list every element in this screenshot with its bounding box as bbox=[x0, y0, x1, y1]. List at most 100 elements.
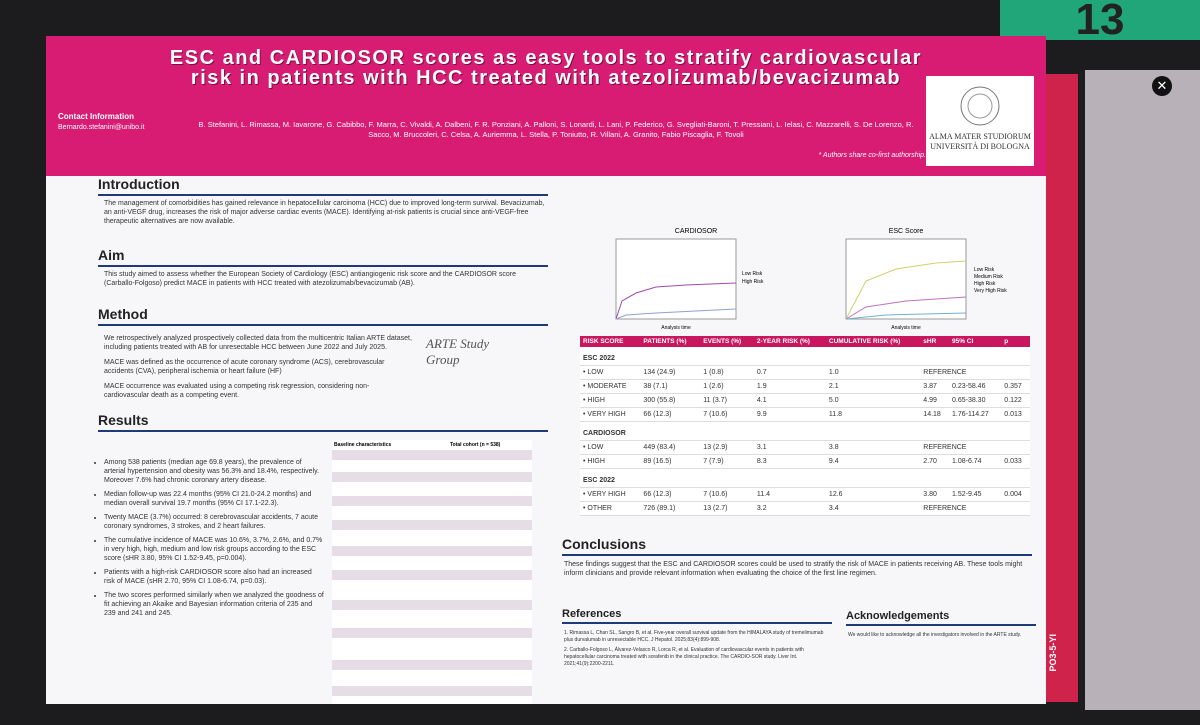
table-cell: 13 (2.9) bbox=[700, 440, 754, 455]
table-cell: • VERY HIGH bbox=[580, 407, 641, 422]
section-text: We retrospectively analyzed prospectivel… bbox=[104, 334, 414, 400]
column-header: p bbox=[1001, 336, 1030, 347]
curve bbox=[845, 260, 967, 320]
plot-area bbox=[615, 238, 737, 320]
column-header: PATIENTS (%) bbox=[640, 336, 701, 347]
table-cell: 3.2 bbox=[753, 501, 826, 516]
table-cell: 13 (2.7) bbox=[700, 501, 754, 516]
section-heading: Method bbox=[98, 306, 548, 326]
table-cell: 2.1 bbox=[825, 379, 921, 394]
column-header: CUMULATIVE RISK (%) bbox=[825, 336, 921, 347]
table-cell: 9.4 bbox=[825, 454, 921, 469]
x-axis-label: Analysis time bbox=[891, 325, 921, 331]
table-cell: 8.3 bbox=[753, 454, 826, 469]
paragraph: We retrospectively analyzed prospectivel… bbox=[104, 335, 412, 351]
table-cell: 14.18 bbox=[920, 407, 949, 422]
table-cell: 1.0 bbox=[825, 365, 921, 380]
group-row: CARDIOSOR bbox=[580, 421, 1030, 441]
legend-entry: Medium Risk bbox=[974, 274, 1003, 280]
author-note: * Authors share co-first authorship. bbox=[818, 152, 926, 159]
table-cell: 0.23-58.46 bbox=[948, 379, 1002, 394]
table-cell: 3.80 bbox=[920, 487, 949, 502]
paragraph: MACE occurrence was evaluated using a co… bbox=[104, 383, 370, 399]
baseline-table: Baseline characteristics Total cohort (n… bbox=[332, 440, 532, 704]
table-cell: 7 (10.6) bbox=[700, 407, 754, 422]
reference: 2. Carballo-Folgoso L, Álvarez-Velasco R… bbox=[564, 647, 804, 667]
close-button[interactable]: ✕ bbox=[1152, 76, 1172, 96]
table-cell: REFERENCE bbox=[920, 365, 1030, 380]
table-cell: 726 (89.1) bbox=[640, 501, 701, 516]
results-list: Among 538 patients (median age 69.8 year… bbox=[92, 458, 324, 623]
screen-number: 13 bbox=[1000, 0, 1200, 40]
poster-id: PO3-5-YI bbox=[1048, 634, 1058, 672]
section-heading: Aim bbox=[98, 247, 548, 267]
section-text: These findings suggest that the ESC and … bbox=[564, 561, 1023, 577]
table-cell: • HIGH bbox=[580, 393, 641, 408]
university-name: ALMA MATER STUDIORUM UNIVERSITÀ DI BOLOG… bbox=[929, 132, 1031, 151]
figure-title: CARDIOSOR bbox=[675, 228, 717, 235]
result-bullet: Patients with a high-risk CARDIOSOR scor… bbox=[104, 568, 324, 586]
legend-entry: Low Risk bbox=[742, 271, 763, 277]
section-text: We would like to acknowledge all the inv… bbox=[848, 632, 1022, 638]
section-heading: Acknowledgements bbox=[846, 610, 1036, 626]
group-name: CARDIOSOR bbox=[580, 421, 1030, 441]
logo-text: ARTE Study Group bbox=[426, 336, 490, 367]
table-cell: 0.357 bbox=[1001, 379, 1030, 394]
sidebar: PO3-5-YI bbox=[1046, 74, 1078, 702]
baseline-column: Total cohort (n = 538) bbox=[450, 442, 501, 448]
group-name: ESC 2022 bbox=[580, 468, 1030, 488]
result-bullet: Among 538 patients (median age 69.8 year… bbox=[104, 458, 324, 485]
table-cell: 11.4 bbox=[753, 487, 826, 502]
section-heading: Results bbox=[98, 412, 548, 432]
university-logo: ALMA MATER STUDIORUM UNIVERSITÀ DI BOLOG… bbox=[926, 76, 1034, 166]
result-bullet: The cumulative incidence of MACE was 10.… bbox=[104, 536, 324, 563]
baseline-rows bbox=[332, 450, 532, 696]
column-header: sHR bbox=[920, 336, 949, 347]
curve bbox=[615, 308, 737, 320]
group-row: ESC 2022 bbox=[580, 347, 1030, 366]
table-row: • HIGH 300 (55.8) 11 (3.7) 4.1 5.0 4.99 0.65-3… bbox=[580, 393, 1030, 408]
table-cell: 4.1 bbox=[753, 393, 826, 408]
table-cell: 1 (0.8) bbox=[700, 365, 754, 380]
table-row: • VERY HIGH 66 (12.3) 7 (10.6) 9.9 11.8 14.18… bbox=[580, 407, 1030, 422]
contact-heading: Contact Information bbox=[58, 112, 134, 121]
table-cell: 300 (55.8) bbox=[640, 393, 701, 408]
result-bullet: Twenty MACE (3.7%) occurred: 8 cerebrova… bbox=[104, 513, 324, 531]
curve bbox=[615, 282, 737, 320]
table-row: • LOW 134 (24.9) 1 (0.8) 0.7 1.0 REFERENCE bbox=[580, 365, 1030, 380]
figure-title: ESC Score bbox=[889, 228, 924, 235]
table-cell: 1.08-6.74 bbox=[948, 454, 1002, 469]
table-cell: 89 (16.5) bbox=[640, 454, 701, 469]
table-cell: 0.65-38.30 bbox=[948, 393, 1002, 408]
baseline-title: Baseline characteristics bbox=[334, 442, 392, 448]
table-cell: 9.9 bbox=[753, 407, 826, 422]
section-heading: Introduction bbox=[98, 176, 548, 196]
table-cell: 1.52-9.45 bbox=[948, 487, 1002, 502]
table-cell: REFERENCE bbox=[920, 501, 1030, 516]
column-header: EVENTS (%) bbox=[700, 336, 754, 347]
legend-entry: High Risk bbox=[974, 281, 996, 287]
table-cell: 3.8 bbox=[825, 440, 921, 455]
section-heading: Conclusions bbox=[562, 536, 1032, 556]
table-cell: REFERENCE bbox=[920, 440, 1030, 455]
table-cell: • OTHER bbox=[580, 501, 641, 516]
reference-list: 1. Rimassa L, Chan SL, Sangro B, et al. … bbox=[564, 630, 824, 668]
result-bullet: Median follow-up was 22.4 months (95% CI… bbox=[104, 490, 324, 508]
authors: B. Stefanini, L. Rimassa, M. Iavarone, G… bbox=[198, 120, 914, 139]
group-name: ESC 2022 bbox=[580, 347, 1030, 366]
section-text: The management of comorbidities has gain… bbox=[104, 200, 545, 225]
table-cell: 1.9 bbox=[753, 379, 826, 394]
results-table: RISK SCORE PATIENTS (%) EVENTS (%) 2-YEAR R… bbox=[580, 336, 1030, 516]
table-cell: 38 (7.1) bbox=[640, 379, 701, 394]
table-cell: 134 (24.9) bbox=[640, 365, 701, 380]
reference: 1. Rimassa L, Chan SL, Sangro B, et al. … bbox=[564, 630, 824, 643]
table-cell: 0.004 bbox=[1001, 487, 1030, 502]
table-cell: • MODERATE bbox=[580, 379, 641, 394]
column-header: RISK SCORE bbox=[580, 336, 641, 347]
table-cell: 11.8 bbox=[825, 407, 921, 422]
section-heading: References bbox=[562, 608, 832, 624]
poster-title: ESC and CARDIOSOR scores as easy tools t… bbox=[169, 47, 923, 89]
table-cell: 7 (10.6) bbox=[700, 487, 754, 502]
study-group-logo: ARTE Study Group bbox=[426, 336, 506, 418]
